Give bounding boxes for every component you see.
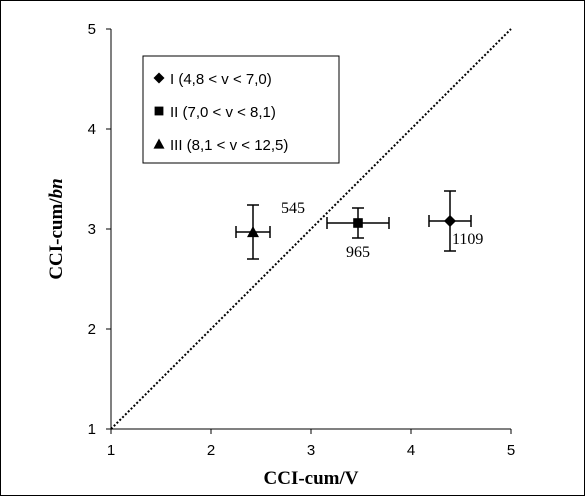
data-label: 965 <box>346 244 370 261</box>
x-tick-label: 2 <box>207 442 215 459</box>
data-point-3: 545 <box>235 200 305 260</box>
legend-item-1: I (4,8 < v < 7,0) <box>153 71 272 88</box>
y-tick-label: 2 <box>88 321 96 338</box>
y-axis-title-suffix: bn <box>46 178 67 198</box>
data-label: 1109 <box>452 231 483 248</box>
x-tick-label: 3 <box>307 442 315 459</box>
legend-item-3: III (8,1 < v < 12,5) <box>153 137 288 154</box>
diamond-marker <box>444 215 456 227</box>
x-axis-title: CCI-cum/V <box>264 468 359 489</box>
legend-item-label: I (4,8 < v < 7,0) <box>170 71 272 88</box>
x-tick-label: 5 <box>507 442 515 459</box>
data-point-1: 1109 <box>428 190 483 252</box>
y-tick-label: 1 <box>88 421 96 438</box>
data-label: 545 <box>281 200 305 217</box>
legend: I (4,8 < v < 7,0) II (7,0 < v < 8,1) III (… <box>142 55 340 164</box>
axis-ticks: 1 2 3 4 5 1 2 3 4 5 <box>88 21 516 459</box>
square-marker <box>353 218 363 228</box>
legend-item-label: III (8,1 < v < 12,5) <box>170 137 288 154</box>
y-tick-label: 3 <box>88 221 96 238</box>
y-axis-title: CCI-cum/bn <box>46 178 67 279</box>
triangle-marker <box>247 226 259 238</box>
legend-box <box>142 55 340 164</box>
legend-item-label: II (7,0 < v < 8,1) <box>170 104 276 121</box>
x-tick-label: 4 <box>407 442 415 459</box>
y-tick-label: 5 <box>88 21 96 38</box>
data-points: 1109 965 545 <box>235 190 483 261</box>
y-axis-title-prefix: CCI-cum/ <box>46 198 67 280</box>
legend-square-marker <box>154 106 164 116</box>
y-tick-label: 4 <box>88 121 96 138</box>
data-point-2: 965 <box>326 207 390 261</box>
legend-triangle-marker <box>153 138 165 149</box>
legend-diamond-marker <box>153 72 165 84</box>
legend-item-2: II (7,0 < v < 8,1) <box>154 104 276 121</box>
x-tick-label: 1 <box>107 442 115 459</box>
